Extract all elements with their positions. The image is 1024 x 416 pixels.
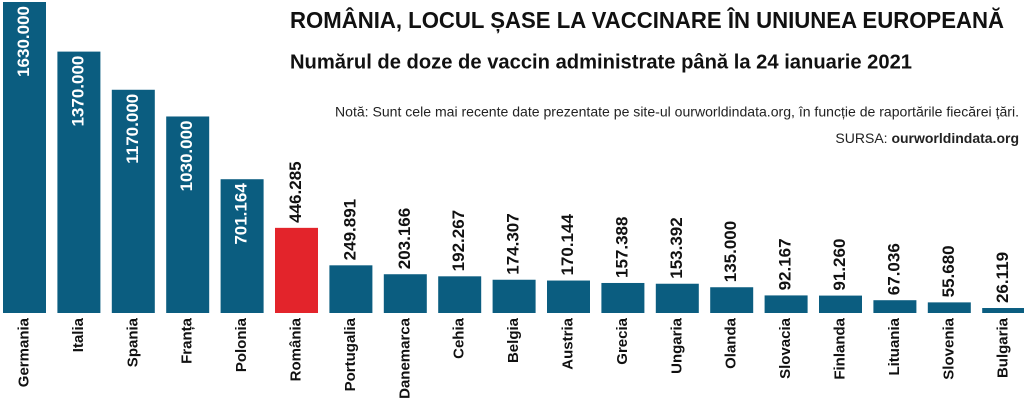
value-label: 174.307 [504, 213, 523, 274]
bar [3, 2, 46, 313]
value-label: 135.000 [721, 221, 740, 282]
bar [329, 265, 373, 313]
x-tick-label: Danemarca [396, 317, 413, 399]
x-tick-label: Slovacia [777, 317, 794, 379]
value-label: 91.260 [830, 239, 849, 291]
value-label: 203.166 [395, 208, 414, 269]
x-tick-label: Finlanda [831, 317, 848, 379]
x-tick-label: Olanda [723, 317, 740, 369]
bar [927, 302, 971, 313]
note: Notă: Sunt cele mai recente date prezent… [335, 104, 1019, 120]
value-label: 170.144 [558, 214, 577, 276]
x-tick-label: Austria [559, 317, 576, 369]
value-label: 55.680 [939, 245, 958, 297]
bar [764, 295, 808, 313]
value-label: 67.036 [884, 243, 903, 295]
value-label: 153.392 [667, 217, 686, 278]
value-label: 92.167 [776, 238, 795, 290]
source-label: SURSA: [835, 130, 887, 146]
value-label: 157.388 [612, 217, 631, 278]
bar [547, 280, 590, 313]
bar [982, 308, 1024, 313]
x-tick-label: Lituania [886, 317, 903, 375]
bar [601, 282, 645, 313]
value-label: 1170.000 [123, 94, 142, 164]
value-label: 192.267 [449, 210, 468, 271]
bar [57, 51, 101, 313]
source-line: SURSA: ourworldindata.org [835, 130, 1019, 146]
x-tick-label: Franța [179, 317, 196, 364]
x-tick-label: Portugalia [342, 317, 359, 391]
x-tick-label: Slovenia [940, 317, 957, 379]
value-label: 701.164 [232, 183, 251, 245]
value-label: 26.119 [993, 252, 1012, 303]
x-tick-label: România [287, 317, 304, 381]
value-label: 1370.000 [68, 56, 87, 127]
value-label: 249.891 [340, 199, 359, 260]
value-label: 446.285 [286, 161, 305, 222]
x-tick-label: Spania [124, 317, 141, 367]
x-tick-label: Bulgaria [995, 317, 1012, 378]
bar [383, 274, 427, 313]
chart-title: ROMÂNIA, LOCUL ȘASE LA VACCINARE ÎN UNIU… [290, 6, 1004, 34]
x-tick-label: Germania [15, 317, 32, 387]
x-tick-label: Belgia [505, 317, 522, 363]
x-tick-label: Italia [70, 317, 87, 352]
x-tick-label: Ungaria [668, 317, 685, 374]
value-label: 1030.000 [177, 120, 196, 191]
bar [111, 89, 155, 313]
bar [438, 276, 482, 313]
source: ourworldindata.org [891, 130, 1019, 146]
bar [220, 179, 264, 313]
bar [492, 279, 536, 313]
x-tick-label: Polonia [233, 317, 250, 372]
bar [166, 116, 210, 313]
bar [819, 295, 862, 313]
x-tick-label: Grecia [614, 317, 631, 364]
bar [275, 227, 318, 313]
chart-subtitle: Numărul de doze de vaccin administrate p… [290, 51, 912, 73]
bar [655, 283, 699, 313]
value-label: 1630.000 [14, 6, 33, 77]
bar [873, 300, 917, 313]
bar [710, 287, 754, 313]
x-tick-label: Cehia [451, 317, 468, 359]
